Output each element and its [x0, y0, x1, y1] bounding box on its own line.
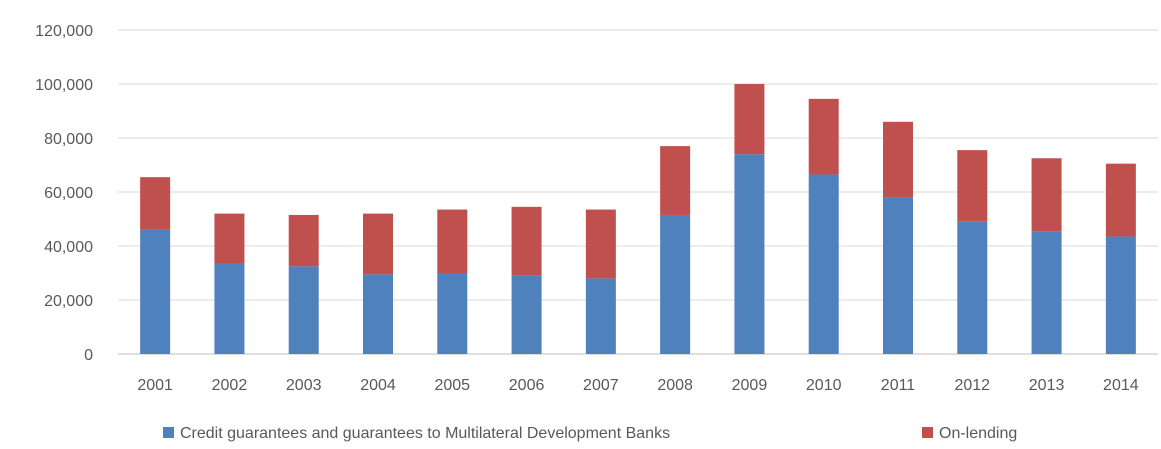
bar-on-lending [511, 206, 542, 276]
x-tick-label: 2009 [732, 377, 768, 394]
x-tick-label: 2001 [137, 377, 173, 394]
bar-on-lending [883, 121, 913, 198]
legend-label-on-lending: On-lending [939, 425, 1017, 442]
bar-credit-guarantees [288, 266, 319, 354]
bar-on-lending [437, 209, 468, 273]
bar-on-lending [288, 214, 319, 267]
y-tick-label: 100,000 [35, 77, 93, 94]
gridlines [118, 29, 1158, 355]
bar-credit-guarantees [585, 278, 616, 354]
x-tick-label: 2012 [954, 377, 990, 394]
bar-on-lending [585, 209, 616, 279]
bar-credit-guarantees [883, 197, 913, 354]
bar-credit-guarantees [808, 174, 839, 354]
bar-credit-guarantees [363, 274, 393, 354]
y-tick-label: 0 [84, 347, 93, 364]
bar-credit-guarantees [437, 273, 468, 354]
bar-credit-guarantees [140, 229, 171, 354]
bar-credit-guarantees [214, 263, 245, 354]
bar-on-lending [363, 213, 393, 275]
bar-credit-guarantees [660, 214, 691, 354]
x-tick-label: 2011 [881, 377, 916, 394]
bar-credit-guarantees [1105, 236, 1136, 354]
bar-on-lending [957, 150, 988, 222]
y-tick-label: 20,000 [44, 293, 93, 310]
bars [140, 84, 1136, 354]
bar-on-lending [1031, 158, 1062, 232]
y-axis: 0 20,000 40,000 60,000 80,000 100,000 120,000 [35, 23, 93, 364]
legend-label-credit-guarantees: Credit guarantees and guarantees to Mult… [180, 425, 670, 442]
bar-credit-guarantees [1031, 231, 1062, 354]
x-tick-label: 2014 [1103, 377, 1139, 394]
bar-on-lending [140, 177, 171, 230]
bar-credit-guarantees [734, 154, 765, 354]
bar-on-lending [1105, 163, 1136, 237]
x-tick-label: 2010 [806, 377, 842, 394]
bar-on-lending [808, 98, 839, 175]
x-tick-label: 2006 [509, 377, 545, 394]
bar-on-lending [660, 146, 691, 215]
y-tick-label: 120,000 [35, 23, 93, 40]
bar-credit-guarantees [511, 275, 542, 354]
bar-on-lending [214, 213, 245, 264]
x-tick-label: 2004 [360, 377, 396, 394]
legend-swatch-credit-guarantees [163, 427, 174, 438]
x-tick-label: 2005 [434, 377, 470, 394]
x-tick-label: 2002 [212, 377, 248, 394]
bar-on-lending [734, 84, 765, 155]
y-tick-label: 60,000 [44, 185, 93, 202]
legend: Credit guarantees and guarantees to Mult… [163, 425, 1017, 442]
x-tick-label: 2013 [1029, 377, 1065, 394]
bar-credit-guarantees [957, 221, 988, 354]
legend-swatch-on-lending [922, 427, 933, 438]
x-tick-label: 2008 [657, 377, 693, 394]
x-tick-label: 2003 [286, 377, 322, 394]
y-tick-label: 80,000 [44, 131, 93, 148]
y-tick-label: 40,000 [44, 239, 93, 256]
x-tick-label: 2007 [583, 377, 619, 394]
x-axis: 2001 2002 2003 2004 2005 2006 2007 2008 2009 2010… [137, 377, 1138, 394]
